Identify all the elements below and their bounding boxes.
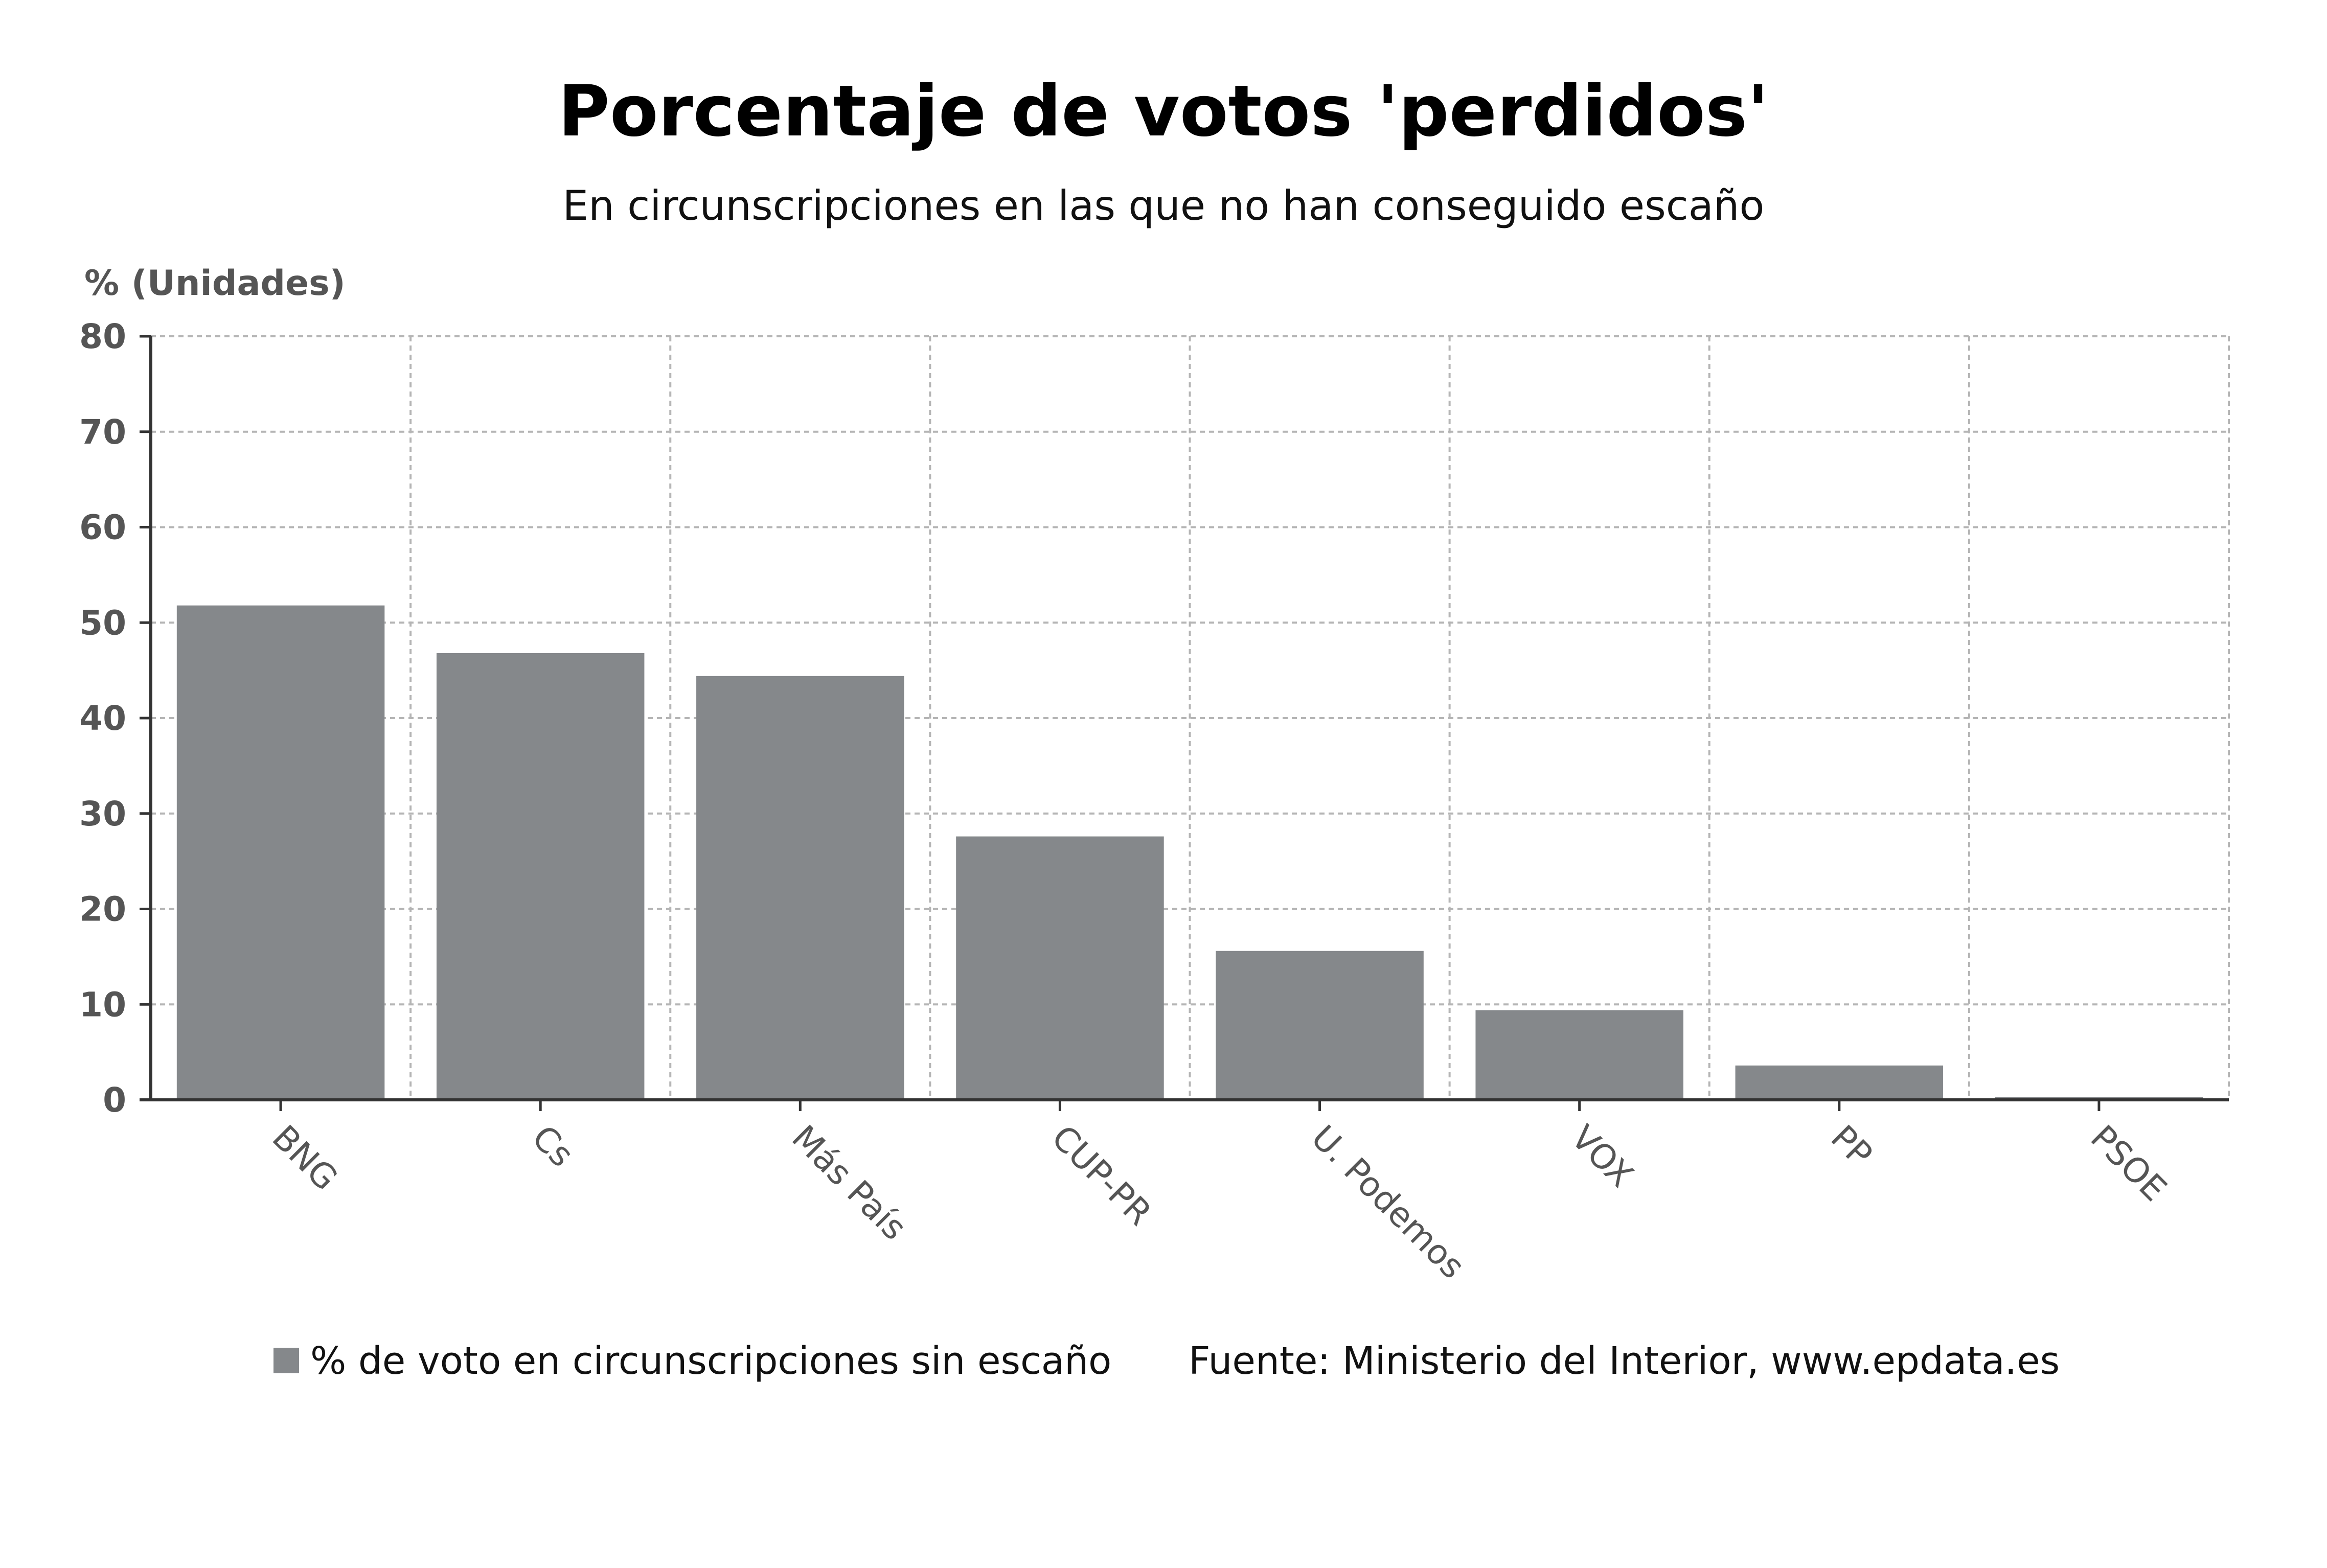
y-axis-label: % (Unidades) bbox=[84, 263, 346, 304]
x-tick-label: PP bbox=[1823, 1118, 1880, 1174]
y-tick-label: 50 bbox=[79, 603, 126, 642]
chart-subtitle: En circunscripciones en las que no han c… bbox=[563, 182, 1765, 229]
x-tick-label: CUP-PR bbox=[1044, 1118, 1159, 1233]
x-tick-label: PSOE bbox=[2083, 1118, 2174, 1209]
bars bbox=[176, 605, 2203, 1100]
x-tick-label: VOX bbox=[1563, 1118, 1640, 1195]
source-note: Fuente: Ministerio del Interior, www.epd… bbox=[1189, 1339, 2060, 1383]
bar-u-podemos bbox=[1216, 951, 1424, 1100]
axes bbox=[140, 335, 2229, 1111]
y-tick-label: 10 bbox=[79, 985, 126, 1024]
x-tick-label: BNG bbox=[265, 1118, 346, 1198]
y-tick-label: 40 bbox=[79, 699, 126, 738]
x-axis-ticks: BNG Cs Más País CUP-PR U. Podemos VOX PP PSOE bbox=[265, 1118, 2174, 1286]
legend-swatch bbox=[273, 1348, 299, 1373]
y-tick-label: 80 bbox=[79, 317, 126, 356]
y-tick-label: 20 bbox=[79, 890, 126, 929]
bar-bng bbox=[176, 605, 385, 1100]
y-tick-label: 60 bbox=[79, 508, 126, 547]
bar-m-s-pa-s bbox=[696, 676, 904, 1100]
bar-cup-pr bbox=[956, 836, 1164, 1100]
legend-label: % de voto en circunscripciones sin escañ… bbox=[310, 1339, 1111, 1383]
x-tick-label: Cs bbox=[524, 1118, 581, 1174]
grid bbox=[151, 335, 2230, 1100]
x-tick-label: U. Podemos bbox=[1304, 1118, 1472, 1286]
bar-cs bbox=[436, 653, 645, 1100]
bar-pp bbox=[1735, 1065, 1944, 1100]
y-tick-label: 0 bbox=[103, 1080, 126, 1120]
y-axis-ticks: 0 10 20 30 40 50 60 70 80 bbox=[79, 317, 126, 1120]
chart-title: Porcentaje de votos 'perdidos' bbox=[558, 70, 1769, 152]
y-tick-label: 30 bbox=[79, 794, 126, 834]
x-tick-label: Más País bbox=[784, 1118, 914, 1248]
y-tick-label: 70 bbox=[79, 412, 126, 452]
bar-vox bbox=[1475, 1010, 1683, 1100]
